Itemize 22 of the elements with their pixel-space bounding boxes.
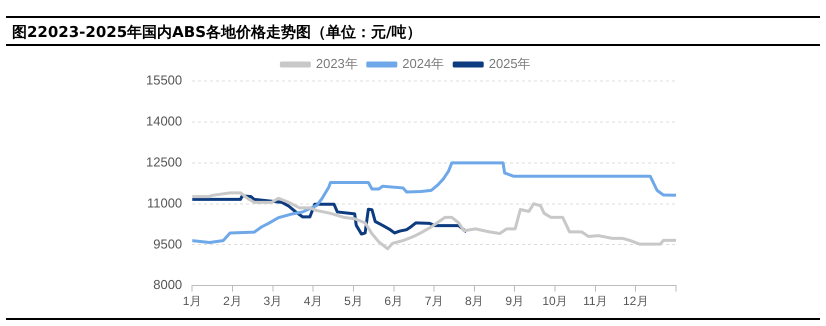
x-tick-label: 10月 <box>542 294 568 308</box>
legend-label: 2024年 <box>402 56 444 72</box>
y-tick-label: 11000 <box>146 195 182 210</box>
x-tick-label: 2月 <box>223 294 242 308</box>
y-tick-label: 15500 <box>146 72 182 88</box>
x-tick-label: 5月 <box>344 294 363 308</box>
y-tick-label: 12500 <box>146 154 182 170</box>
legend-label: 2023年 <box>316 56 358 72</box>
x-tick-label: 6月 <box>384 294 404 308</box>
y-tick-label: 9500 <box>153 236 182 252</box>
legend-label: 2025年 <box>488 56 531 72</box>
x-tick-label: 3月 <box>263 294 282 308</box>
y-tick-label: 14000 <box>146 114 182 128</box>
x-tick-label: 4月 <box>304 294 322 308</box>
chart-title: 图22023-2025年国内ABS各地价格走势图（单位：元/吨） <box>6 16 820 46</box>
y-tick-label: 8000 <box>153 277 182 292</box>
x-tick-label: 1月 <box>182 294 202 308</box>
x-tick-label: 8月 <box>465 294 484 308</box>
x-tick-label: 11月 <box>583 294 608 308</box>
x-tick-label: 12月 <box>623 294 648 308</box>
x-tick-label: 9月 <box>505 294 524 308</box>
x-tick-label: 7月 <box>424 294 444 308</box>
